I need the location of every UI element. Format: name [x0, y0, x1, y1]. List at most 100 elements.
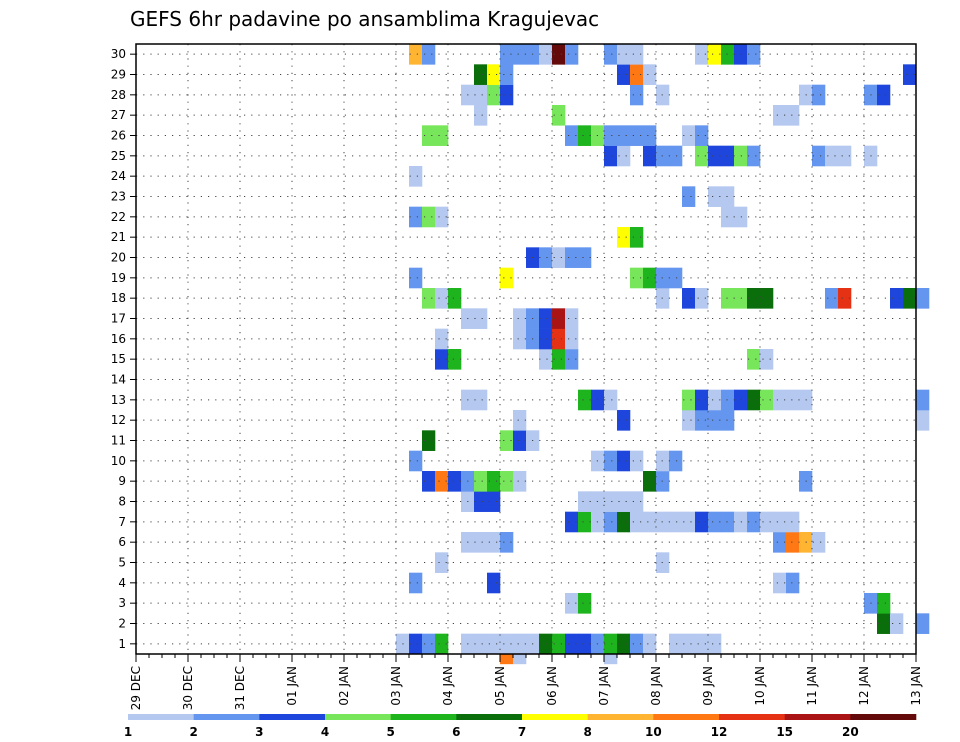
x-tick-label: 01 JAN [285, 666, 299, 706]
heatmap-cell [513, 654, 527, 665]
heatmap-cell [773, 105, 787, 126]
heatmap-cell [708, 511, 722, 533]
colorbar-swatch [259, 714, 326, 720]
heatmap-cell [734, 511, 748, 533]
heatmap-cell [435, 206, 449, 228]
heatmap-cell [422, 430, 436, 451]
heatmap-cell [474, 532, 488, 553]
heatmap-cell [409, 450, 423, 472]
heatmap-cell [409, 633, 423, 655]
heatmap-cell [630, 64, 644, 85]
heatmap-cell [409, 267, 423, 289]
heatmap-cell [565, 328, 579, 350]
colorbar-label: 6 [452, 725, 460, 739]
heatmap-cell [578, 593, 592, 614]
heatmap-cell [903, 64, 917, 85]
heatmap-cell [422, 125, 436, 146]
heatmap-cell [721, 206, 735, 228]
heatmap-cell [734, 145, 748, 167]
heatmap-cell [630, 491, 644, 512]
heatmap-cell [760, 349, 774, 370]
heatmap-cell [630, 450, 644, 472]
x-tick-label: 12 JAN [857, 666, 871, 706]
heatmap-cell [916, 389, 930, 411]
heatmap-cell [604, 491, 618, 512]
heatmap-cell [565, 349, 579, 370]
heatmap-cell [838, 288, 852, 309]
y-tick-label: 6 [118, 535, 126, 549]
heatmap-cell [435, 328, 449, 350]
heatmap-cell [786, 105, 800, 126]
colorbar-swatch [456, 714, 523, 720]
heatmap-cell [500, 430, 514, 451]
x-axis-ticks: 29 DEC 30 DEC 31 DEC 01 JAN 02 JAN 03 JAN 04 J… [129, 654, 923, 710]
heatmap-cell [747, 511, 761, 533]
x-tick-label: 13 JAN [909, 666, 923, 706]
heatmap-cell [825, 145, 839, 167]
heatmap-cell [474, 471, 488, 492]
x-tick-label: 29 DEC [129, 666, 143, 710]
heatmap-cell [643, 471, 657, 492]
heatmap-cell [617, 450, 631, 472]
y-tick-label: 13 [111, 393, 126, 407]
heatmap-cell [474, 491, 488, 512]
heatmap-cell [695, 44, 709, 65]
heatmap-cell [604, 44, 618, 65]
heatmap-cell [747, 44, 761, 65]
heatmap-cell [630, 125, 644, 146]
heatmap-cell [565, 247, 579, 268]
heatmap-cell [682, 633, 696, 655]
heatmap-cell [825, 288, 839, 309]
heatmap-cell [422, 44, 436, 65]
heatmap-cell [500, 654, 514, 665]
heatmap-cell [617, 227, 631, 248]
heatmap-cell [903, 288, 917, 309]
heatmap-cell [708, 410, 722, 431]
colorbar-label: 12 [711, 725, 728, 739]
heatmap-cell [682, 410, 696, 431]
heatmap-cell [695, 511, 709, 533]
heatmap-cell [669, 145, 683, 167]
heatmap-cell [500, 84, 514, 106]
heatmap-cell [669, 267, 683, 289]
colorbar-label: 8 [583, 725, 591, 739]
y-tick-label: 24 [111, 169, 126, 183]
colorbar-swatch [719, 714, 785, 720]
heatmap-cell [630, 227, 644, 248]
heatmap-cell [812, 84, 826, 106]
heatmap-cell [630, 44, 644, 65]
y-tick-label: 1 [118, 637, 126, 651]
heatmap-cell [877, 84, 891, 106]
colorbar-label: 3 [255, 725, 263, 739]
heatmap-cell [890, 613, 904, 634]
heatmap-cell [877, 613, 891, 634]
colorbar-label: 20 [842, 725, 859, 739]
heatmap-cell [474, 105, 488, 126]
y-tick-label: 29 [111, 68, 126, 82]
heatmap-cell [721, 410, 735, 431]
heatmap-cell [539, 328, 553, 350]
heatmap-cell [539, 349, 553, 370]
heatmap-cell [409, 44, 423, 65]
heatmap-cell [513, 328, 527, 350]
x-tick-label: 11 JAN [805, 666, 819, 706]
heatmap-cell [565, 44, 579, 65]
heatmap-cell [708, 145, 722, 167]
heatmap-cell [682, 125, 696, 146]
heatmap-cell [578, 511, 592, 533]
heatmap-cell [682, 186, 696, 207]
colorbar-swatch [325, 714, 391, 720]
heatmap-cell [877, 593, 891, 614]
colorbar-swatch [193, 714, 260, 720]
heatmap-cell [474, 633, 488, 655]
y-tick-label: 15 [111, 352, 126, 366]
heatmap-cell [422, 288, 436, 309]
colorbar-swatch [784, 714, 851, 720]
heatmap-cell [500, 471, 514, 492]
y-tick-label: 4 [118, 576, 126, 590]
colorbar: 1 2 3 4 5 6 7 8 10 12 15 20 [124, 714, 917, 739]
colorbar-swatch [390, 714, 457, 720]
heatmap-cell [721, 44, 735, 65]
heatmap-cell [643, 633, 657, 655]
heatmap-cell [435, 288, 449, 309]
